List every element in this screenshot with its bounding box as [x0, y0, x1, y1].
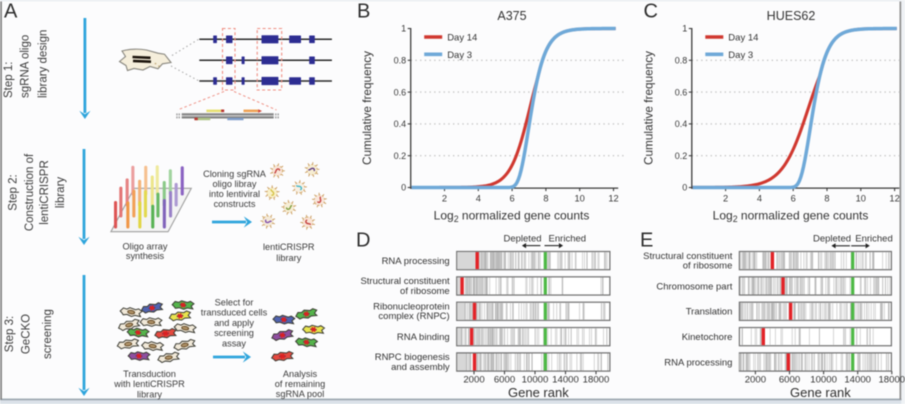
svg-text:Structural constituent: Structural constituent: [643, 251, 733, 262]
svg-text:Depleted: Depleted: [813, 234, 851, 245]
svg-text:0.8: 0.8: [675, 56, 688, 66]
svg-text:0.4: 0.4: [394, 119, 407, 129]
svg-text:C: C: [644, 1, 658, 23]
svg-text:RNPC biogenesis: RNPC biogenesis: [375, 352, 450, 363]
svg-text:A375: A375: [497, 9, 526, 23]
svg-text:Gene rank: Gene rank: [508, 385, 569, 400]
svg-text:Enriched: Enriched: [549, 234, 587, 245]
svg-text:0.4: 0.4: [675, 119, 688, 129]
svg-text:1: 1: [401, 24, 406, 34]
svg-text:Construction of: Construction of: [24, 153, 36, 231]
svg-text:lentiCRISPR: lentiCRISPR: [263, 242, 315, 252]
svg-text:screening: screening: [214, 328, 254, 338]
svg-text:4: 4: [757, 194, 762, 204]
svg-text:synthesis: synthesis: [126, 251, 165, 261]
svg-text:library design: library design: [37, 30, 49, 98]
svg-text:8: 8: [824, 194, 829, 204]
svg-text:Kinetochore: Kinetochore: [682, 332, 733, 343]
svg-text:Step 1:: Step 1:: [3, 62, 15, 98]
svg-text:8: 8: [543, 194, 548, 204]
svg-text:Chromosome part: Chromosome part: [656, 281, 732, 292]
svg-text:GeCKO: GeCKO: [21, 314, 33, 354]
svg-text:6: 6: [791, 194, 796, 204]
svg-text:0: 0: [401, 183, 406, 193]
svg-text:2000: 2000: [745, 374, 766, 385]
svg-text:A: A: [4, 1, 18, 23]
svg-text:assay: assay: [222, 338, 246, 348]
svg-text:10: 10: [575, 194, 585, 204]
svg-text:Step 3:: Step 3:: [4, 316, 16, 352]
svg-text:Day 3: Day 3: [728, 50, 753, 61]
svg-text:6: 6: [510, 194, 515, 204]
svg-text:14000: 14000: [552, 374, 579, 385]
svg-text:Day 3: Day 3: [447, 50, 472, 61]
svg-text:oligo libray: oligo libray: [213, 179, 257, 189]
svg-text:Select for: Select for: [215, 297, 254, 307]
svg-text:12: 12: [889, 194, 899, 204]
svg-text:18000: 18000: [878, 374, 905, 385]
svg-text:Ribonucleoprotein: Ribonucleoprotein: [373, 302, 450, 313]
svg-text:HUES62: HUES62: [767, 9, 816, 23]
svg-text:Depleted: Depleted: [503, 234, 541, 245]
svg-text:B: B: [357, 1, 370, 23]
svg-text:library: library: [276, 253, 301, 263]
svg-text:RNA processing: RNA processing: [382, 256, 450, 267]
svg-text:2: 2: [442, 194, 447, 204]
svg-text:1: 1: [682, 24, 687, 34]
svg-text:12: 12: [608, 194, 618, 204]
svg-text:2: 2: [723, 194, 728, 204]
svg-text:constructs: constructs: [214, 199, 256, 209]
svg-text:18000: 18000: [583, 374, 610, 385]
svg-text:0.2: 0.2: [394, 151, 407, 161]
svg-text:6000: 6000: [779, 374, 800, 385]
svg-text:10: 10: [856, 194, 866, 204]
svg-text:into lentiviral: into lentiviral: [209, 189, 260, 199]
svg-text:screening: screening: [42, 309, 54, 359]
svg-text:library: library: [55, 177, 67, 209]
svg-text:D: D: [356, 230, 370, 252]
svg-text:sgRNA oligo: sgRNA oligo: [20, 35, 32, 98]
svg-text:0.6: 0.6: [675, 87, 688, 97]
svg-text:Cloning sgRNA: Cloning sgRNA: [203, 169, 267, 179]
svg-text:complex (RNPC): complex (RNPC): [378, 311, 449, 322]
svg-text:Gene rank: Gene rank: [790, 385, 851, 400]
svg-text:library: library: [137, 390, 162, 400]
svg-text:lentiCRISPR: lentiCRISPR: [39, 160, 51, 225]
svg-text:0.2: 0.2: [675, 151, 688, 161]
svg-text:Enriched: Enriched: [855, 234, 893, 245]
svg-text:Step 2:: Step 2:: [8, 174, 20, 210]
svg-text:Day 14: Day 14: [728, 33, 758, 44]
svg-text:E: E: [640, 230, 653, 252]
svg-text:14000: 14000: [844, 374, 871, 385]
svg-text:2000: 2000: [463, 374, 484, 385]
svg-text:10000: 10000: [810, 374, 837, 385]
svg-text:Analysis: Analysis: [283, 369, 318, 379]
svg-text:sgRNA pool: sgRNA pool: [276, 389, 325, 399]
svg-text:with lentiCRISPR: with lentiCRISPR: [113, 379, 185, 389]
svg-text:0.6: 0.6: [394, 87, 407, 97]
svg-text:RNA binding: RNA binding: [397, 332, 450, 343]
svg-text:Log2 normalized gene counts: Log2 normalized gene counts: [713, 209, 869, 224]
svg-text:of remaining: of remaining: [275, 379, 326, 389]
svg-text:Cumulative frequency: Cumulative frequency: [641, 51, 655, 165]
svg-text:and assembly: and assembly: [391, 362, 450, 373]
svg-text:0: 0: [682, 183, 687, 193]
svg-text:Oligo array: Oligo array: [123, 241, 168, 251]
svg-text:Transduction: Transduction: [123, 369, 176, 379]
svg-text:Structural constituent: Structural constituent: [360, 276, 450, 287]
svg-text:transduced cells: transduced cells: [201, 308, 268, 318]
svg-text:Cumulative frequency: Cumulative frequency: [360, 51, 374, 165]
svg-text:10000: 10000: [522, 374, 549, 385]
svg-text:of ribosome: of ribosome: [683, 261, 733, 272]
svg-text:0.8: 0.8: [394, 56, 407, 66]
svg-text:Translation: Translation: [686, 307, 733, 318]
svg-text:Log2 normalized gene counts: Log2 normalized gene counts: [434, 209, 590, 224]
svg-text:Day 14: Day 14: [447, 33, 477, 44]
svg-text:6000: 6000: [494, 374, 515, 385]
svg-text:of ribosome: of ribosome: [400, 286, 450, 297]
svg-text:RNA processing: RNA processing: [664, 357, 732, 368]
svg-text:4: 4: [476, 194, 481, 204]
svg-text:and apply: and apply: [214, 318, 254, 328]
